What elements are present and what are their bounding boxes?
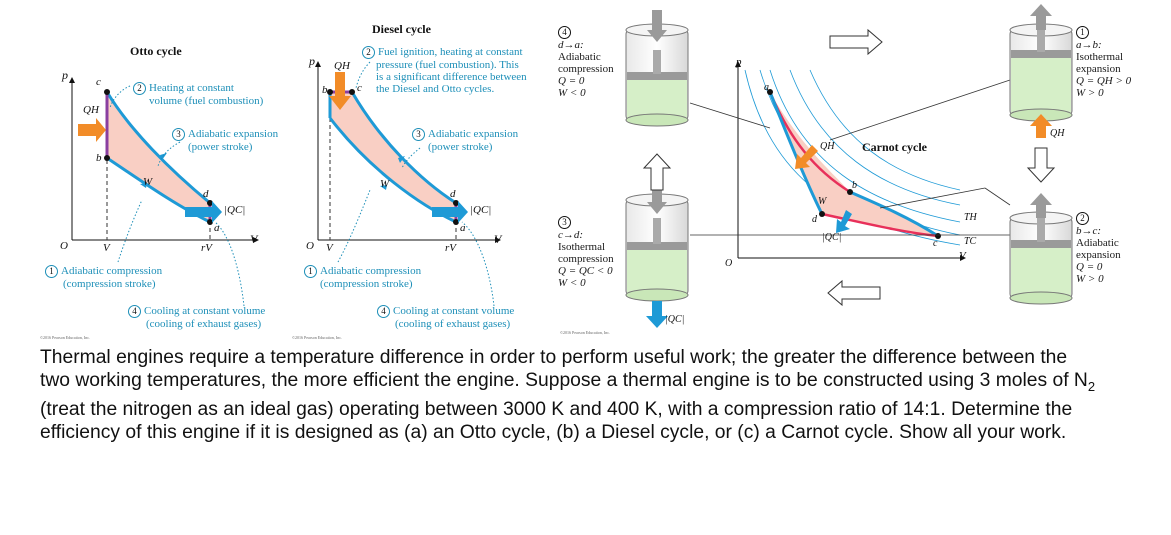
diesel-qc-arrow (432, 201, 468, 223)
carnot-origin: O (725, 258, 733, 269)
diesel-step-4: 4 Cooling at constant volume (cooling of … (377, 305, 514, 330)
otto-title: Otto cycle (130, 44, 182, 58)
otto-step-2: 2 Heating at constant volume (fuel combus… (133, 82, 263, 107)
cylinder-2 (1009, 193, 1073, 305)
carnot-point-c: c (933, 238, 938, 249)
cylinder-1-push-arrow (1030, 4, 1052, 30)
carnot-work-label: W (818, 196, 827, 207)
diesel-tick-rv: rV (445, 242, 456, 254)
carnot-step-3: 3 c→d: Isothermal compression Q = QC < 0… (558, 216, 614, 289)
carnot-point-b: b (852, 180, 857, 191)
diesel-point-a: a (460, 222, 466, 234)
carnot-point-d: d (812, 214, 817, 225)
diesel-axis-p: p (309, 54, 315, 68)
otto-qh-arrow (78, 118, 106, 142)
carnot-axis-p: p (736, 56, 742, 68)
carnot-step-4: 4 d→a: Adiabatic compression Q = 0 W < 0 (558, 26, 614, 99)
diesel-point-c: c (357, 82, 362, 94)
diesel-point-b: b (322, 84, 328, 96)
diesel-step-2: 2 Fuel ignition, heating at constant pres… (362, 46, 527, 95)
otto-origin: O (60, 240, 68, 252)
carnot-title: Carnot cycle (862, 140, 927, 154)
problem-line-3: (treat the nitrogen as an ideal gas) ope… (40, 398, 1073, 420)
diesel-step-3: 3 Adiabatic expansion (power stroke) (412, 128, 518, 153)
cylinder-1 (1009, 4, 1073, 138)
carnot-qc-arrow (836, 210, 852, 233)
otto-point-b: b (96, 152, 102, 164)
cylinder-2-push-arrow (1030, 193, 1052, 218)
otto-work-label: W (143, 176, 153, 188)
carnot-axis-v: V (959, 250, 966, 262)
cylinder-3-qc-label: |QC| (665, 314, 685, 325)
carnot-qh-label: QH (820, 141, 835, 152)
diesel-work-label: W (380, 178, 390, 190)
diesel-tick-v: V (326, 242, 333, 254)
otto-qh-label: QH (83, 104, 99, 116)
carnot-cycle-area (770, 92, 938, 236)
cylinder-3 (625, 186, 689, 328)
carnot-figure (625, 4, 1073, 328)
cylinder-4 (625, 10, 689, 127)
cylinder-1-qh-arrow (1030, 114, 1052, 138)
diesel-copyright: ©2016 Pearson Education, Inc. (292, 335, 343, 340)
problem-line-4: efficiency of this engine if it is desig… (40, 421, 1067, 443)
cylinder-1-qh-label: QH (1050, 128, 1065, 139)
cylinder-3-push-arrow (647, 186, 667, 214)
problem-line-1: Thermal engines require a temperature di… (40, 347, 1068, 368)
diesel-step-1: 1 Adiabatic compression (compression stro… (304, 265, 421, 290)
carnot-step-1: 1 a→b: Isothermal expansion Q = QH > 0 W… (1076, 26, 1132, 99)
otto-tick-v: V (103, 242, 110, 254)
otto-step-4: 4 Cooling at constant volume (cooling of … (128, 305, 265, 330)
diesel-qc-label: |QC| (470, 204, 492, 216)
diesel-cycle-area (330, 92, 456, 222)
otto-point-c: c (96, 76, 101, 88)
carnot-step-2: 2 b→c: Adiabatic expansion Q = 0 W > 0 (1076, 212, 1121, 285)
carnot-copyright: ©2016 Pearson Education, Inc. (560, 330, 611, 335)
otto-axis-v: V (250, 232, 258, 246)
otto-tick-rv: rV (201, 242, 212, 254)
otto-step-1: 1 Adiabatic compression (compression stro… (45, 265, 162, 290)
problem-line-2: two working temperatures, the more effic… (40, 370, 1096, 394)
carnot-qc-label: |QC| (822, 232, 842, 243)
otto-qc-label: |QC| (224, 204, 246, 216)
cylinder-4-push-arrow (647, 10, 667, 42)
diesel-qh-label: QH (334, 60, 350, 72)
flow-arrow-down (1026, 147, 1056, 183)
otto-copyright: ©2016 Pearson Education, Inc. (40, 335, 91, 340)
otto-point-d: d (203, 188, 209, 200)
carnot-tc: TC (964, 236, 977, 247)
carnot-qh-arrow (795, 145, 818, 169)
otto-point-a: a (214, 222, 220, 234)
diesel-point-d: d (450, 188, 456, 200)
cylinder-3-qc-arrow (646, 301, 668, 328)
carnot-point-a: a (764, 82, 769, 93)
diesel-title: Diesel cycle (372, 22, 431, 36)
flow-arrow-right (829, 28, 883, 56)
diesel-origin: O (306, 240, 314, 252)
diesel-pv-plot (315, 61, 501, 307)
flow-arrow-up (642, 153, 672, 191)
otto-pv-plot (69, 77, 259, 307)
otto-qc-arrow (185, 201, 222, 223)
flow-arrow-left (827, 279, 881, 307)
otto-step-3: 3 Adiabatic expansion (power stroke) (172, 128, 278, 153)
diesel-axis-v: V (494, 232, 502, 246)
diesel-qh-arrow (329, 72, 351, 110)
problem-statement: Thermal engines require a temperature di… (40, 346, 1150, 444)
carnot-th: TH (964, 212, 977, 223)
otto-axis-p: p (62, 68, 68, 82)
